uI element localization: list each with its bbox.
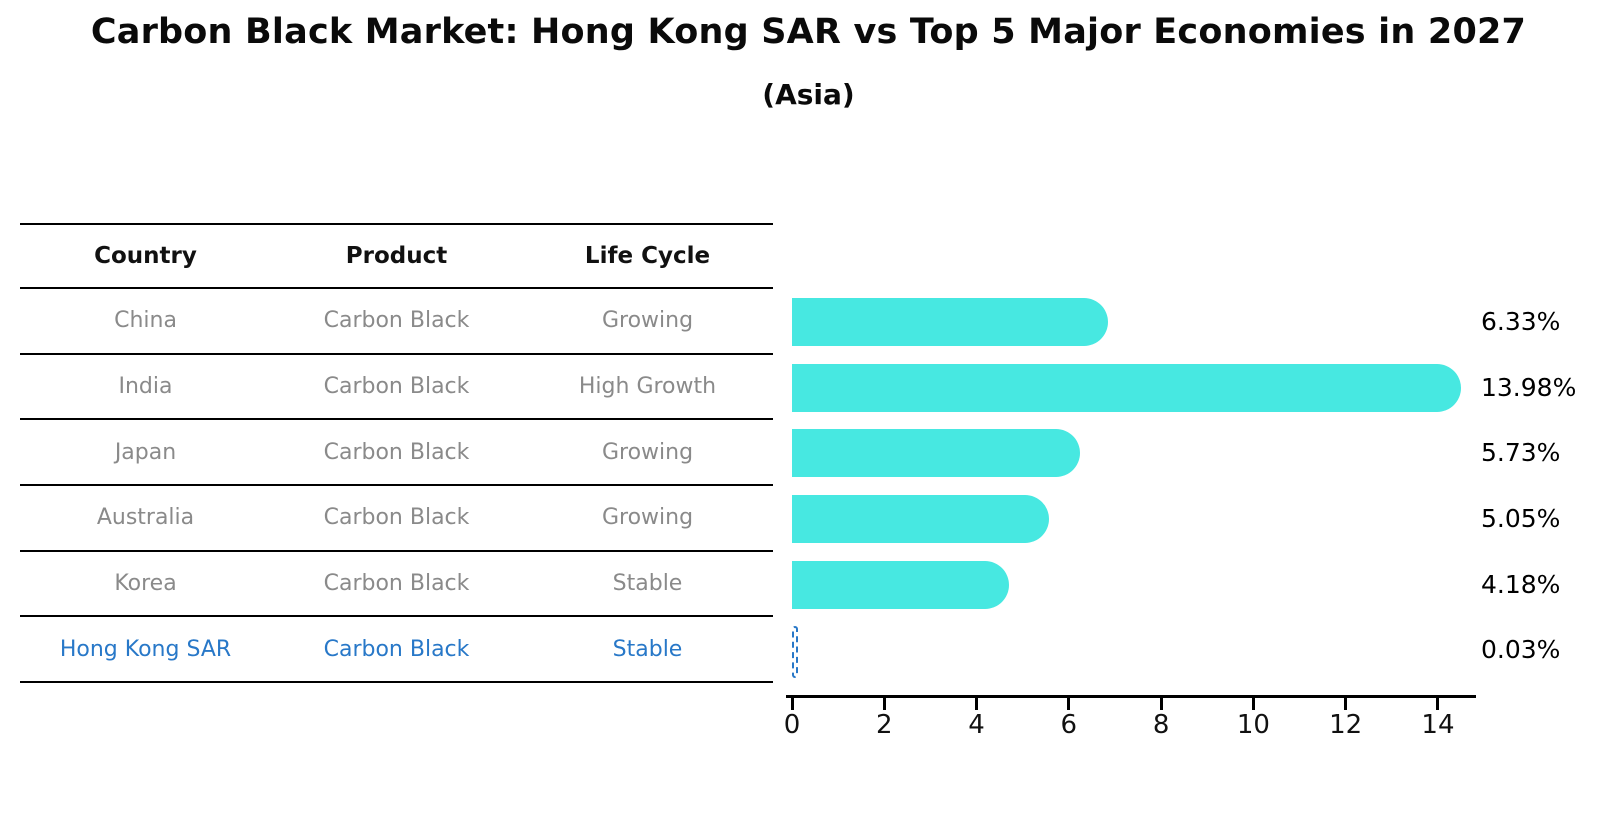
x-tick-mark <box>1159 695 1163 710</box>
cell-lifecycle: Growing <box>601 439 694 465</box>
bar-hong-kong-sar <box>792 626 798 679</box>
x-tick-label: 4 <box>968 710 985 740</box>
x-tick-mark <box>1436 695 1440 710</box>
cell-product: Carbon Black <box>323 374 470 400</box>
bar-value-label-india: 13.98% <box>1481 372 1577 402</box>
x-tick-label: 6 <box>1060 710 1078 740</box>
cell-country: India <box>118 374 173 400</box>
bar-value-label-australia: 5.05% <box>1481 503 1561 533</box>
table-body: China Carbon Black Growing India Carbon Blac… <box>20 289 773 684</box>
table-row-china: China Carbon Black Growing <box>20 289 773 355</box>
cell-country: Hong Kong SAR <box>59 636 232 662</box>
x-tick-mark <box>1344 695 1348 710</box>
x-axis-line <box>786 695 1476 698</box>
table-row-australia: Australia Carbon Black Growing <box>20 486 773 552</box>
x-tick-label: 10 <box>1236 710 1270 740</box>
table-header-row: Country Product Life Cycle <box>20 223 773 289</box>
cell-lifecycle: Growing <box>601 308 694 334</box>
x-tick-mark <box>975 695 979 710</box>
cell-product: Carbon Black <box>323 505 470 531</box>
bar-value-label-hong-kong-sar: 0.03% <box>1481 635 1561 665</box>
cell-lifecycle: Stable <box>612 636 683 662</box>
cell-product: Carbon Black <box>323 439 470 465</box>
x-tick-mark <box>882 695 886 710</box>
bar-value-label-korea: 4.18% <box>1481 569 1561 599</box>
bar-value-label-china: 6.33% <box>1481 306 1561 336</box>
table-row-india: India Carbon Black High Growth <box>20 355 773 421</box>
country-table: Country Product Life Cycle China Carbon B… <box>20 223 773 684</box>
bar-india <box>792 363 1462 412</box>
cell-product: Carbon Black <box>323 636 470 662</box>
table-row-korea: Korea Carbon Black Stable <box>20 552 773 618</box>
cell-product: Carbon Black <box>323 308 470 334</box>
cell-lifecycle: High Growth <box>578 374 717 400</box>
table-row-japan: Japan Carbon Black Growing <box>20 420 773 487</box>
cell-country: Korea <box>114 571 177 597</box>
chart-subtitle: (Asia) <box>762 78 855 111</box>
cell-country: Japan <box>114 439 177 465</box>
col-header-country: Country <box>94 243 197 269</box>
x-tick-label: 14 <box>1421 710 1455 740</box>
x-tick-label: 8 <box>1152 710 1170 740</box>
bar-australia <box>792 494 1049 543</box>
x-tick-mark <box>1067 695 1071 710</box>
bar-plot: 0 2 4 6 8 10 12 14 <box>784 289 1562 779</box>
cell-product: Carbon Black <box>323 571 470 597</box>
cell-lifecycle: Growing <box>601 505 694 531</box>
chart-title: Carbon Black Market: Hong Kong SAR vs To… <box>90 12 1527 52</box>
cell-lifecycle: Stable <box>612 571 683 597</box>
x-tick-label: 12 <box>1329 710 1363 740</box>
cell-country: China <box>114 308 177 334</box>
col-header-lifecycle: Life Cycle <box>584 243 711 269</box>
x-tick-label: 0 <box>783 710 801 740</box>
x-tick-label: 2 <box>875 710 893 740</box>
cell-country: Australia <box>96 505 195 531</box>
col-header-product: Product <box>345 243 448 269</box>
table-row-hong-kong-sar: Hong Kong SAR Carbon Black Stable <box>20 617 773 684</box>
bar-korea <box>792 560 1009 609</box>
bar-china <box>792 297 1109 346</box>
x-tick-mark <box>790 695 794 710</box>
bar-value-label-japan: 5.73% <box>1481 438 1561 468</box>
x-tick-mark <box>1251 695 1255 710</box>
bar-japan <box>792 429 1081 478</box>
